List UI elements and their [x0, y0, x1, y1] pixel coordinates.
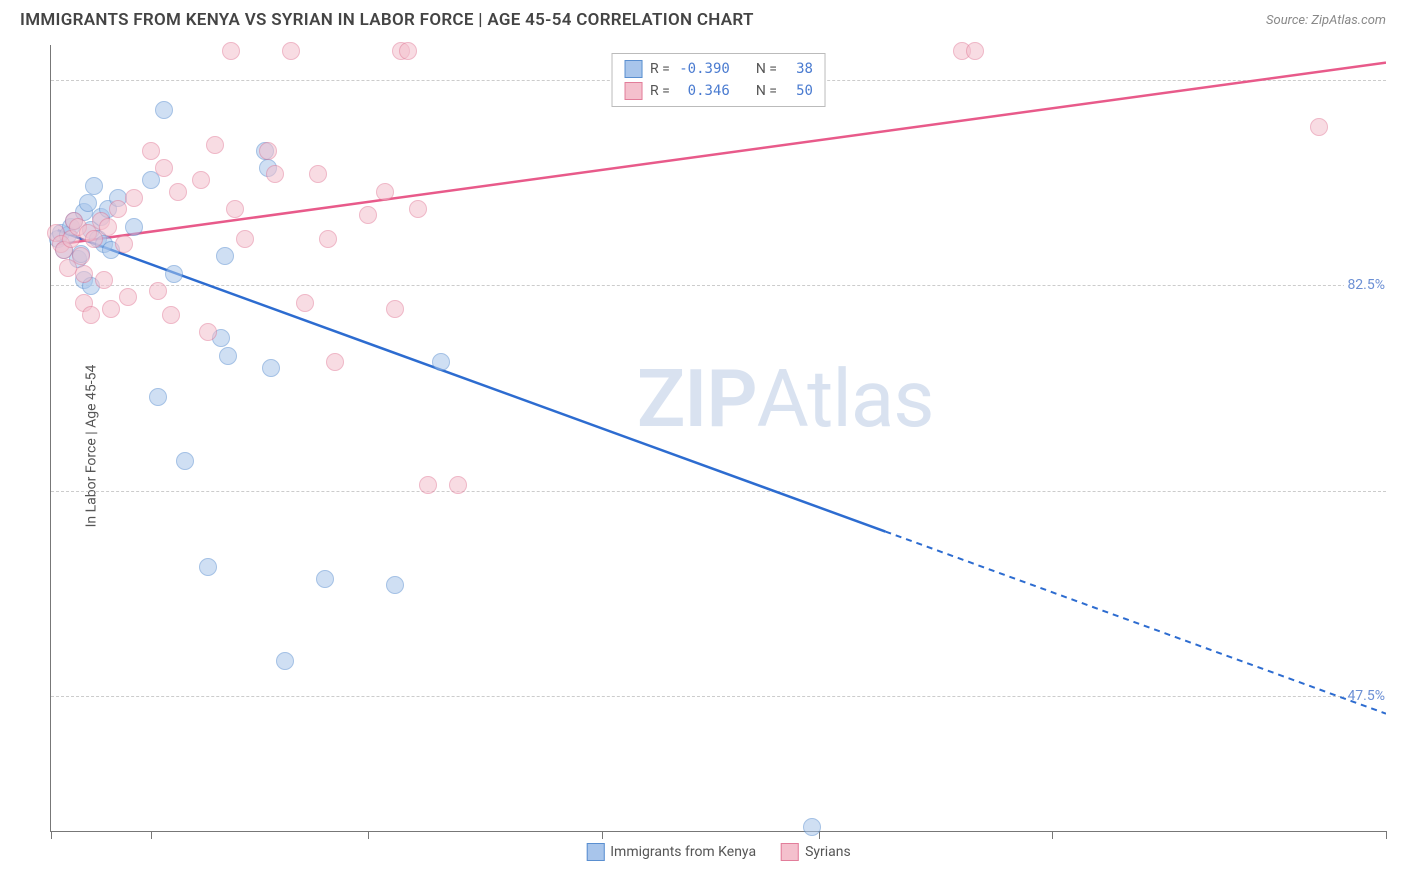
data-point	[216, 247, 234, 265]
chart-title: IMMIGRANTS FROM KENYA VS SYRIAN IN LABOR…	[20, 10, 754, 30]
data-point	[165, 265, 183, 283]
data-point	[1310, 118, 1328, 136]
data-point	[449, 476, 467, 494]
r-label: R =	[650, 61, 670, 77]
data-point	[326, 353, 344, 371]
header: IMMIGRANTS FROM KENYA VS SYRIAN IN LABOR…	[0, 0, 1406, 35]
x-tick	[368, 831, 369, 839]
data-point	[276, 652, 294, 670]
watermark-part1: ZIP	[637, 352, 757, 446]
legend-swatch-syrians	[624, 82, 642, 100]
data-point	[119, 288, 137, 306]
data-point	[282, 42, 300, 60]
x-tick	[51, 831, 52, 839]
data-point	[125, 218, 143, 236]
data-point	[75, 265, 93, 283]
data-point	[803, 818, 821, 836]
legend-row-kenya: R = -0.390 N = 38	[624, 58, 813, 80]
y-tick-label: 47.5%	[1344, 688, 1388, 704]
data-point	[162, 306, 180, 324]
n-value-syrians: 50	[785, 83, 813, 99]
y-gridline	[51, 285, 1386, 286]
data-point	[82, 306, 100, 324]
data-point	[266, 165, 284, 183]
data-point	[319, 230, 337, 248]
data-point	[316, 570, 334, 588]
data-point	[199, 323, 217, 341]
data-point	[125, 189, 143, 207]
legend-swatch-kenya	[624, 60, 642, 78]
data-point	[79, 194, 97, 212]
data-point	[149, 388, 167, 406]
watermark-part2: Atlas	[757, 352, 934, 446]
data-point	[115, 235, 133, 253]
series-legend: Immigrants from Kenya Syrians	[586, 843, 851, 861]
r-label: R =	[650, 83, 670, 99]
data-point	[262, 359, 280, 377]
x-tick	[151, 831, 152, 839]
data-point	[102, 300, 120, 318]
n-label: N =	[756, 61, 777, 77]
x-tick	[602, 831, 603, 839]
data-point	[399, 42, 417, 60]
data-point	[142, 142, 160, 160]
legend-item-kenya: Immigrants from Kenya	[586, 843, 756, 861]
data-point	[95, 271, 113, 289]
r-value-kenya: -0.390	[678, 61, 730, 77]
correlation-legend: R = -0.390 N = 38 R = 0.346 N = 50	[611, 53, 826, 107]
n-label: N =	[756, 83, 777, 99]
legend-item-syrians: Syrians	[781, 843, 851, 861]
data-point	[155, 159, 173, 177]
data-point	[226, 200, 244, 218]
data-point	[296, 294, 314, 312]
chart-container: IMMIGRANTS FROM KENYA VS SYRIAN IN LABOR…	[0, 0, 1406, 892]
data-point	[199, 558, 217, 576]
data-point	[149, 282, 167, 300]
data-point	[419, 476, 437, 494]
y-gridline	[51, 491, 1386, 492]
data-point	[192, 171, 210, 189]
x-tick	[1052, 831, 1053, 839]
data-point	[376, 183, 394, 201]
chart-plot-area: ZIPAtlas R = -0.390 N = 38 R = 0.346 N =…	[50, 45, 1386, 832]
data-point	[72, 247, 90, 265]
legend-label-syrians: Syrians	[805, 844, 851, 860]
data-point	[259, 142, 277, 160]
y-gridline	[51, 696, 1386, 697]
data-point	[966, 42, 984, 60]
trend-lines-layer	[51, 45, 1386, 831]
legend-row-syrians: R = 0.346 N = 50	[624, 80, 813, 102]
data-point	[359, 206, 377, 224]
data-point	[432, 353, 450, 371]
data-point	[169, 183, 187, 201]
data-point	[99, 218, 117, 236]
data-point	[85, 177, 103, 195]
data-point	[176, 452, 194, 470]
r-value-syrians: 0.346	[678, 83, 730, 99]
data-point	[155, 101, 173, 119]
data-point	[236, 230, 254, 248]
data-point	[219, 347, 237, 365]
data-point	[386, 576, 404, 594]
watermark: ZIPAtlas	[637, 352, 934, 446]
data-point	[206, 136, 224, 154]
data-point	[222, 42, 240, 60]
x-tick	[1386, 831, 1387, 839]
source-attribution: Source: ZipAtlas.com	[1266, 13, 1386, 28]
n-value-kenya: 38	[785, 61, 813, 77]
legend-swatch-syrians-icon	[781, 843, 799, 861]
data-point	[409, 200, 427, 218]
data-point	[386, 300, 404, 318]
legend-label-kenya: Immigrants from Kenya	[610, 844, 756, 860]
data-point	[109, 200, 127, 218]
data-point	[309, 165, 327, 183]
y-tick-label: 82.5%	[1344, 277, 1388, 293]
legend-swatch-kenya-icon	[586, 843, 604, 861]
trend-line-dashed	[885, 532, 1386, 714]
